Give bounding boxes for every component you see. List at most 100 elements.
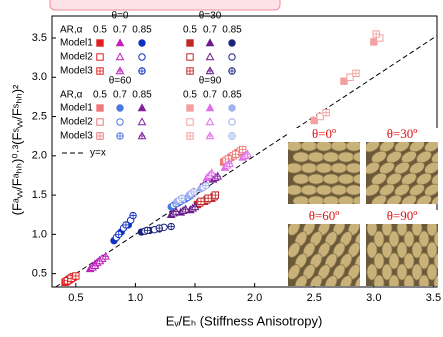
legend-marker — [187, 105, 193, 111]
legend-row-label: Model2 — [60, 117, 93, 128]
marker-shape — [206, 104, 213, 110]
legend-marker — [229, 119, 235, 125]
legend-marker — [229, 40, 235, 46]
legend-ar-label: 0.5 — [183, 90, 197, 101]
ellipsoid — [389, 275, 399, 291]
panel-label: θ=90º — [387, 208, 418, 223]
legend-marker — [117, 119, 123, 125]
legend-header: AR,α — [60, 90, 83, 101]
marker-shape — [229, 105, 235, 111]
legend-marker — [117, 133, 123, 139]
ellipsoid — [301, 141, 317, 151]
legend-marker — [97, 119, 103, 125]
legend-row-label: Model1 — [60, 38, 93, 49]
legend-ar-label: 0.7 — [113, 90, 127, 101]
ellipsoid — [404, 275, 414, 291]
marker-shape — [187, 105, 193, 111]
legend-row-label: Model1 — [60, 103, 93, 114]
data-point — [208, 169, 215, 176]
ellipsoid — [338, 152, 354, 162]
ellipsoid — [323, 174, 339, 184]
legend-marker — [187, 40, 193, 46]
ellipsoid — [338, 196, 354, 206]
legend-marker — [139, 40, 145, 46]
marker-shape — [117, 105, 123, 111]
data-point — [203, 182, 209, 188]
x-tick-label: 3.5 — [426, 292, 441, 304]
ellipsoid — [374, 275, 384, 291]
ellipsoid — [338, 174, 354, 184]
data-point — [232, 151, 238, 157]
structure-panels: θ=0º θ=30º θ=60º θ=90º — [286, 126, 443, 292]
marker-shape — [139, 54, 145, 60]
panel-label: θ=60º — [309, 208, 340, 223]
data-point — [323, 109, 329, 115]
legend-marker — [187, 119, 193, 125]
data-point — [102, 253, 109, 260]
data-point — [353, 70, 359, 76]
marker-shape — [341, 78, 347, 84]
legend-marker — [138, 104, 145, 110]
marker-shape — [347, 74, 353, 80]
legend-ar-label: 0.85 — [132, 90, 152, 101]
legend-group-title: θ=60 — [109, 76, 132, 87]
ellipsoid — [331, 185, 347, 195]
legend-marker — [206, 104, 213, 110]
marker-shape — [117, 119, 123, 125]
data-point — [156, 225, 162, 231]
marker-shape — [187, 119, 193, 125]
legend-line-label: y=x — [90, 148, 106, 159]
panel-label: θ=0º — [312, 126, 336, 141]
legend-marker — [229, 105, 235, 111]
y-tick-label: 2.5 — [32, 110, 47, 122]
legend-ar-label: 0.5 — [93, 25, 107, 36]
legend-group-title: θ=30 — [199, 11, 222, 22]
legend-marker — [97, 133, 103, 139]
data-point — [212, 192, 218, 198]
panel-label: θ=30º — [387, 126, 418, 141]
legend-ar-label: 0.85 — [222, 90, 242, 101]
legend-marker — [187, 54, 193, 60]
legend-ar-label: 0.7 — [113, 25, 127, 36]
legend-row-label: Model3 — [60, 66, 93, 77]
marker-shape — [371, 39, 377, 45]
legend-marker — [206, 39, 213, 45]
data-point — [130, 212, 136, 218]
marker-shape — [97, 119, 103, 125]
legend-marker — [138, 118, 145, 124]
y-tick-label: 1.5 — [32, 189, 47, 201]
ellipsoid — [323, 196, 339, 206]
x-tick-label: 0.5 — [68, 292, 83, 304]
ellipsoid — [293, 152, 309, 162]
x-tick-label: 1.0 — [128, 292, 143, 304]
ellipsoid — [308, 152, 324, 162]
marker-shape — [97, 54, 103, 60]
legend-marker — [97, 68, 103, 74]
ellipsoid — [308, 174, 324, 184]
data-point — [179, 195, 185, 201]
data-point — [73, 273, 79, 279]
header-bar — [50, 0, 280, 10]
legend-marker — [117, 105, 123, 111]
legend-marker — [97, 105, 103, 111]
legend-marker — [229, 133, 235, 139]
ellipsoid — [293, 174, 309, 184]
data-point — [317, 113, 323, 119]
ellipsoid — [316, 185, 332, 195]
ellipsoid — [346, 141, 362, 151]
marker-shape — [138, 104, 145, 110]
data-point — [198, 198, 204, 204]
ellipsoid — [286, 141, 302, 151]
data-point — [191, 189, 197, 195]
ellipsoid — [316, 141, 332, 151]
x-axis-label: Eᵥ/Eₕ (Stiffness Anisotropy) — [166, 313, 323, 328]
data-point — [123, 222, 129, 228]
marker-shape — [206, 118, 213, 124]
legend-ar-label: 0.85 — [132, 25, 152, 36]
legend-group-title: θ=0 — [112, 11, 129, 22]
data-point — [311, 117, 317, 123]
ellipsoid — [308, 196, 324, 206]
ellipsoid — [419, 275, 429, 291]
legend-marker — [206, 53, 213, 59]
legend-marker — [139, 68, 145, 74]
